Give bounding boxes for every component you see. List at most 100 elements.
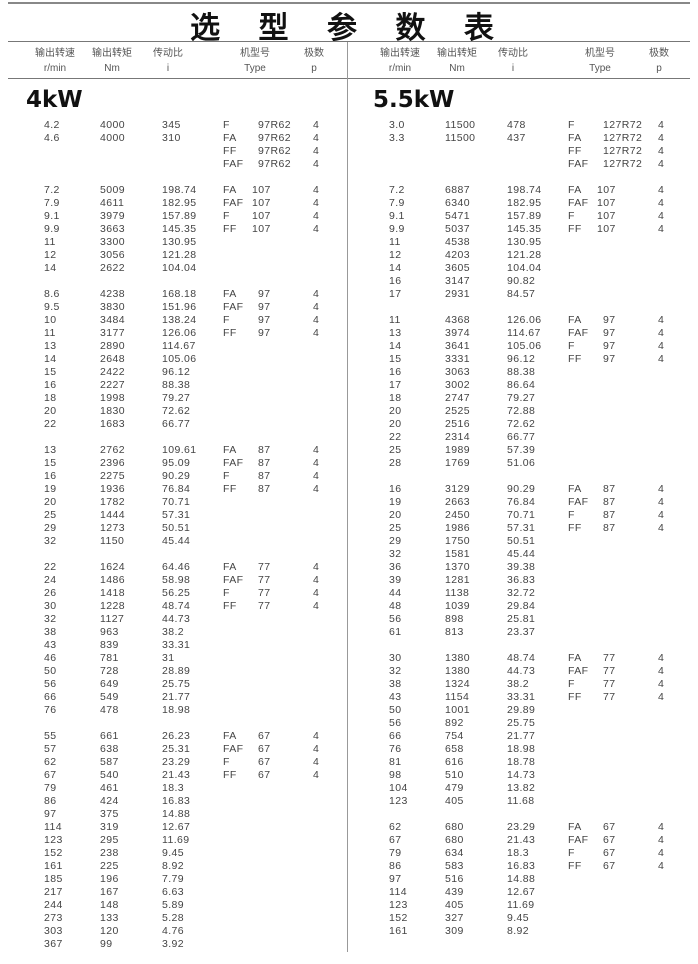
output-torque: 327 xyxy=(445,912,464,924)
output-speed: 217 xyxy=(44,886,63,898)
model-number: 87 xyxy=(258,470,271,482)
table-row: 11 4368 126.06 FA 97 4 xyxy=(349,314,698,327)
gear-ratio: 51.06 xyxy=(507,457,536,469)
gear-ratio: 12.67 xyxy=(162,821,191,833)
output-torque: 11500 xyxy=(445,132,476,144)
output-speed: 14 xyxy=(389,262,402,274)
gear-ratio: 88.38 xyxy=(162,379,191,391)
table-row: 13 3974 114.67 FAF 97 4 xyxy=(349,327,698,340)
gear-ratio: 90.29 xyxy=(507,483,536,495)
table-row: 16 3129 90.29 FA 87 4 xyxy=(349,483,698,496)
output-torque: 898 xyxy=(445,613,464,625)
table-row: 97 516 14.88 xyxy=(349,873,698,886)
pole-count: 4 xyxy=(658,821,665,833)
gear-ratio: 39.38 xyxy=(507,561,536,573)
gear-ratio: 76.84 xyxy=(507,496,536,508)
table-row: 61 813 23.37 xyxy=(349,626,698,639)
pole-count: 4 xyxy=(658,665,665,677)
model-number: 97R62 xyxy=(258,119,291,131)
gear-ratio: 130.95 xyxy=(162,236,197,248)
pole-count: 4 xyxy=(313,223,320,235)
output-torque: 2314 xyxy=(445,431,470,443)
model-number: 67 xyxy=(603,847,616,859)
table-row: 9.5 3830 151.96 FAF 97 4 xyxy=(0,301,349,314)
output-torque: 3056 xyxy=(100,249,125,261)
mount-type: F xyxy=(568,119,575,131)
gear-ratio: 437 xyxy=(507,132,526,144)
output-torque: 405 xyxy=(445,795,464,807)
table-row: 303 120 4.76 xyxy=(0,925,349,938)
output-speed: 15 xyxy=(44,366,57,378)
output-speed: 46 xyxy=(44,652,57,664)
model-number: 67 xyxy=(603,821,616,833)
gear-ratio: 18.3 xyxy=(162,782,185,794)
output-torque: 478 xyxy=(100,704,119,716)
gear-ratio: 198.74 xyxy=(162,184,197,196)
output-torque: 1150 xyxy=(100,535,125,547)
table-row: 98 510 14.73 xyxy=(349,769,698,782)
table-row: 22 1624 64.46 FA 77 4 xyxy=(0,561,349,574)
table-row: 28 1769 51.06 xyxy=(349,457,698,470)
gear-ratio: 104.04 xyxy=(507,262,542,274)
gear-ratio: 45.44 xyxy=(162,535,191,547)
pole-count: 4 xyxy=(658,691,665,703)
mount-type: F xyxy=(568,340,575,352)
output-torque: 3641 xyxy=(445,340,470,352)
model-number: 97 xyxy=(603,327,616,339)
output-speed: 14 xyxy=(44,353,57,365)
table-row: 13 2890 114.67 xyxy=(0,340,349,353)
output-torque: 1486 xyxy=(100,574,125,586)
gear-ratio: 7.79 xyxy=(162,873,185,885)
output-torque: 3002 xyxy=(445,379,470,391)
output-torque: 2890 xyxy=(100,340,125,352)
gear-ratio: 14.88 xyxy=(507,873,536,885)
output-torque: 2663 xyxy=(445,496,470,508)
table-row: 16 2275 90.29 F 87 4 xyxy=(0,470,349,483)
output-torque: 661 xyxy=(100,730,119,742)
column-header: 传动比 i xyxy=(493,46,533,76)
output-speed: 7.9 xyxy=(44,197,60,209)
output-speed: 123 xyxy=(389,795,408,807)
table-row: 123 295 11.69 xyxy=(0,834,349,847)
gear-ratio: 105.06 xyxy=(162,353,197,365)
pole-count: 4 xyxy=(658,353,665,365)
output-torque: 2747 xyxy=(445,392,470,404)
mount-type: FA xyxy=(568,314,582,326)
pole-count: 4 xyxy=(658,223,665,235)
gear-ratio: 96.12 xyxy=(162,366,191,378)
gear-ratio: 48.74 xyxy=(507,652,536,664)
model-number: 87 xyxy=(603,496,616,508)
table-row: 14 3605 104.04 xyxy=(349,262,698,275)
output-speed: 25 xyxy=(389,444,402,456)
output-torque: 540 xyxy=(100,769,119,781)
output-speed: 273 xyxy=(44,912,63,924)
gear-ratio: 21.43 xyxy=(162,769,191,781)
mount-type: F xyxy=(223,210,230,222)
gear-group: 22 1624 64.46 FA 77 4 24 1486 58.98 FAF 77 4 26 1418 5… xyxy=(0,561,349,717)
table-row: 152 327 9.45 xyxy=(349,912,698,925)
model-number: 77 xyxy=(258,600,271,612)
output-speed: 28 xyxy=(389,457,402,469)
table-row: 12 4203 121.28 xyxy=(349,249,698,262)
column-header: 传动比 i xyxy=(148,46,188,76)
mount-type: FAF xyxy=(223,197,244,209)
output-torque: 2450 xyxy=(445,509,470,521)
output-speed: 4.2 xyxy=(44,119,60,131)
gear-ratio: 18.98 xyxy=(162,704,191,716)
output-torque: 3063 xyxy=(445,366,470,378)
table-row: 66 549 21.77 xyxy=(0,691,349,704)
gear-ratio: 13.82 xyxy=(507,782,536,794)
table-row: 13 2762 109.61 FA 87 4 xyxy=(0,444,349,457)
output-speed: 16 xyxy=(389,366,402,378)
output-torque: 319 xyxy=(100,821,119,833)
model-number: 97R62 xyxy=(258,145,291,157)
gear-ratio: 26.23 xyxy=(162,730,191,742)
gear-ratio: 76.84 xyxy=(162,483,191,495)
gear-ratio: 109.61 xyxy=(162,444,197,456)
output-speed: 9.1 xyxy=(44,210,60,222)
mount-type: F xyxy=(223,587,230,599)
model-number: 97 xyxy=(258,301,271,313)
gear-ratio: 66.77 xyxy=(507,431,536,443)
gear-group: 7.2 6887 198.74 FA 107 4 7.9 6340 182.95 FAF 107 4 9… xyxy=(349,184,698,301)
table-row: 20 1782 70.71 xyxy=(0,496,349,509)
